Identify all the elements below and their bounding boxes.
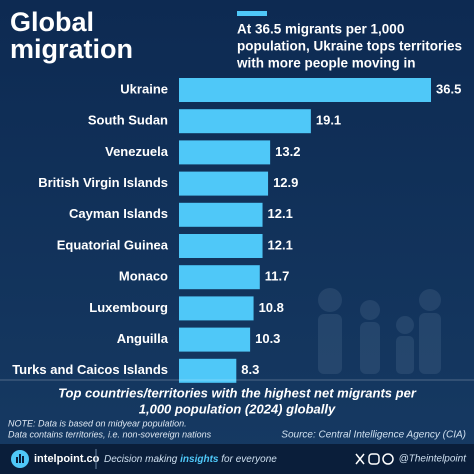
bar <box>179 327 251 352</box>
value-label: 8.3 <box>241 362 259 377</box>
bar <box>179 78 431 102</box>
category-label: British Virgin Islands <box>38 175 168 190</box>
chart-title: migration <box>10 34 133 64</box>
category-label: Luxembourg <box>89 300 168 315</box>
category-label: Turks and Caicos Islands <box>12 362 168 377</box>
annotation: population, Ukraine tops territories <box>237 39 462 54</box>
category-label: Anguilla <box>117 331 169 346</box>
category-label: Cayman Islands <box>69 206 168 221</box>
note: NOTE: Data is based on midyear populatio… <box>8 418 187 428</box>
people-silhouette <box>318 288 441 374</box>
bar <box>179 234 263 258</box>
value-label: 36.5 <box>436 81 461 96</box>
note: Data contains territories, i.e. non-sove… <box>8 429 212 439</box>
category-label: Monaco <box>119 269 168 284</box>
value-label: 11.7 <box>265 269 290 284</box>
bar <box>179 265 260 290</box>
bar <box>179 202 263 227</box>
caption: 1,000 population (2024) globally <box>139 401 336 416</box>
category-label: Equatorial Guinea <box>57 237 169 252</box>
caption: Top countries/territories with the highe… <box>58 385 417 400</box>
category-label: Venezuela <box>105 144 169 159</box>
value-label: 19.1 <box>316 113 341 128</box>
tagline: Decision making insights for everyone <box>104 454 277 465</box>
value-label: 10.8 <box>259 300 284 315</box>
bar <box>179 296 254 321</box>
value-label: 10.3 <box>255 331 280 346</box>
x-icon[interactable] <box>355 453 365 465</box>
footer-bar <box>0 444 474 474</box>
bar <box>179 171 269 196</box>
annotation: At 36.5 migrants per 1,000 <box>237 22 404 37</box>
bar <box>179 140 271 165</box>
annotation-marker <box>237 11 267 16</box>
chart-title: Global <box>10 7 94 37</box>
value-label: 12.1 <box>268 237 293 252</box>
bar <box>179 109 311 134</box>
tagline-part: for everyone <box>219 454 278 465</box>
bar <box>179 358 237 383</box>
source: Source: Central Intelligence Agency (CIA… <box>281 430 466 441</box>
category-label: Ukraine <box>120 81 168 96</box>
annotation: with more people moving in <box>236 56 416 71</box>
logo-mark <box>22 456 24 463</box>
value-label: 12.1 <box>268 206 293 221</box>
handle: @Theintelpoint <box>399 454 468 465</box>
logo-mark <box>16 457 18 463</box>
category-label: South Sudan <box>88 113 168 128</box>
social-icons <box>355 453 394 465</box>
tagline-part: insights <box>180 454 219 465</box>
value-label: 12.9 <box>273 175 298 190</box>
logo-mark <box>19 454 21 463</box>
tagline-part: Decision making <box>104 454 180 465</box>
instagram-icon[interactable] <box>368 453 380 465</box>
value-label: 13.2 <box>275 144 300 159</box>
facebook-icon[interactable] <box>382 453 394 465</box>
site: intelpoint.co <box>34 453 100 465</box>
